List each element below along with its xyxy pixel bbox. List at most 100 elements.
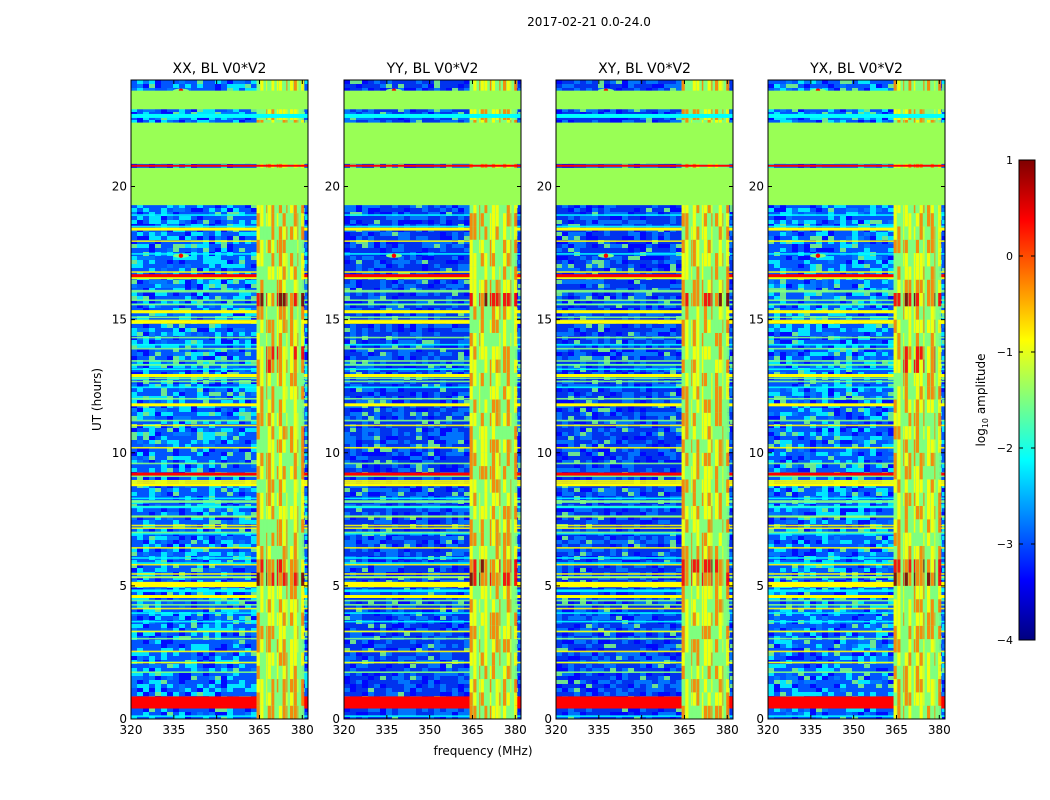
noise-cell: [137, 608, 143, 612]
noise-cell: [221, 260, 227, 264]
noise-cell: [350, 284, 356, 288]
noise-cell: [245, 608, 251, 612]
noise-cell: [446, 444, 452, 448]
noise-cell: [458, 268, 464, 272]
noise-cell: [221, 244, 227, 248]
noise-cell: [227, 88, 233, 92]
noise-cell: [197, 436, 203, 440]
noise-cell: [209, 552, 215, 556]
noise-cell: [149, 460, 155, 464]
noise-cell: [233, 312, 239, 316]
noise-cell: [392, 244, 398, 248]
rfi-cell: [301, 679, 305, 693]
noise-cell: [446, 324, 452, 328]
noise-cell: [233, 600, 239, 604]
noise-cell: [392, 284, 398, 288]
noise-cell: [209, 348, 215, 352]
noise-cell: [422, 264, 428, 268]
noise-cell: [452, 204, 458, 208]
stripe-line: [131, 557, 308, 559]
rfi-cell: [301, 585, 305, 600]
flagged-region: [131, 167, 308, 206]
stripe-line: [131, 303, 308, 306]
noise-cell: [458, 204, 464, 208]
noise-cell: [428, 300, 434, 304]
noise-cell: [143, 684, 149, 688]
noise-cell: [434, 240, 440, 244]
noise-cell: [245, 204, 251, 208]
noise-cell: [239, 348, 245, 352]
noise-cell: [392, 248, 398, 252]
noise-cell: [215, 384, 221, 388]
noise-cell: [416, 120, 422, 124]
noise-cell: [362, 332, 368, 336]
noise-cell: [392, 240, 398, 244]
noise-cell: [149, 416, 155, 420]
noise-cell: [209, 448, 215, 452]
noise-cell: [149, 640, 155, 644]
noise-cell: [149, 108, 155, 112]
noise-cell: [440, 208, 446, 212]
noise-cell: [227, 708, 233, 712]
rfi-cell: [293, 412, 297, 427]
noise-cell: [227, 432, 233, 436]
noise-cell: [233, 520, 239, 524]
noise-cell: [416, 444, 422, 448]
noise-cell: [197, 432, 203, 436]
noise-cell: [386, 340, 392, 344]
noise-cell: [446, 240, 452, 244]
rfi-cell: [256, 199, 260, 214]
noise-cell: [428, 244, 434, 248]
noise-cell: [233, 356, 239, 360]
noise-cell: [191, 692, 197, 696]
noise-cell: [380, 248, 386, 252]
noise-cell: [356, 384, 362, 388]
noise-cell: [203, 440, 209, 444]
rfi-cell: [282, 319, 286, 333]
rfi-cell: [256, 106, 260, 120]
rfi-cell: [260, 652, 264, 666]
noise-cell: [422, 444, 428, 448]
noise-cell: [368, 428, 374, 432]
noise-cell: [350, 212, 356, 216]
noise-cell: [368, 452, 374, 456]
noise-cell: [173, 564, 179, 568]
noise-cell: [416, 332, 422, 336]
rfi-cell: [293, 359, 297, 373]
noise-cell: [374, 244, 380, 248]
noise-cell: [245, 452, 251, 456]
noise-cell: [203, 448, 209, 452]
noise-cell: [458, 244, 464, 248]
noise-cell: [416, 432, 422, 436]
x-tick-label: 380: [291, 723, 314, 737]
x-tick-label: 335: [162, 723, 185, 737]
noise-cell: [161, 232, 167, 236]
noise-cell: [227, 328, 233, 332]
noise-cell: [251, 460, 257, 464]
noise-cell: [179, 384, 185, 388]
rfi-cell: [293, 492, 297, 506]
noise-cell: [215, 256, 221, 260]
noise-cell: [191, 488, 197, 492]
noise-cell: [155, 608, 161, 612]
noise-cell: [245, 292, 251, 296]
y-tick-label: 0: [119, 712, 127, 726]
noise-cell: [203, 360, 209, 364]
noise-cell: [374, 428, 380, 432]
noise-cell: [227, 600, 233, 604]
noise-cell: [350, 440, 356, 444]
rfi-cell: [256, 572, 260, 586]
noise-cell: [143, 332, 149, 336]
noise-cell: [380, 312, 386, 316]
noise-cell: [305, 708, 308, 712]
noise-cell: [344, 436, 350, 440]
noise-cell: [434, 204, 440, 208]
noise-cell: [440, 240, 446, 244]
rfi-cell: [282, 652, 286, 666]
noise-cell: [161, 712, 167, 716]
rfi-cell: [301, 665, 305, 680]
rfi-cell: [256, 639, 260, 653]
noise-cell: [233, 640, 239, 644]
rfi-cell: [290, 319, 294, 333]
stripe-line: [131, 380, 308, 383]
